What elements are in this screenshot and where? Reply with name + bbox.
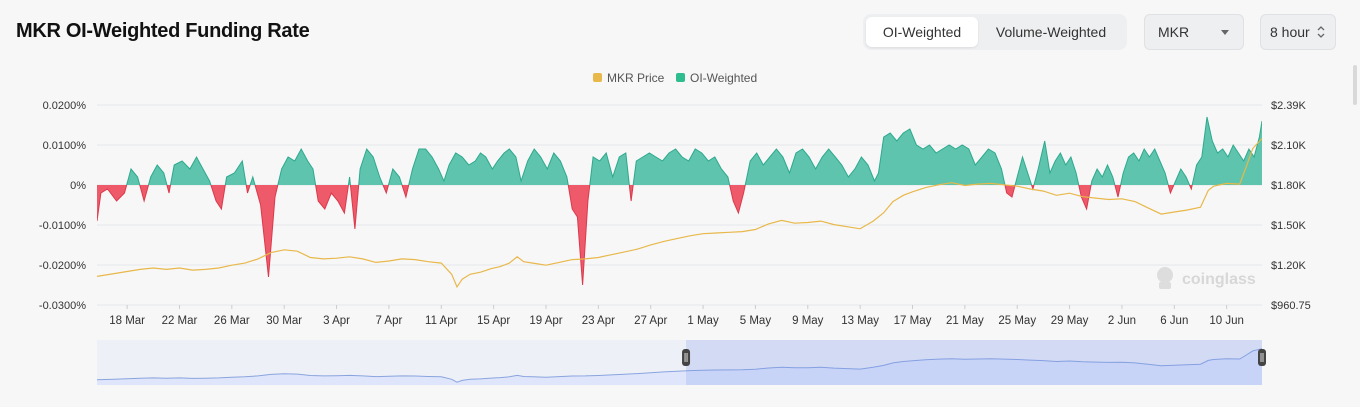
x-tick-label: 26 Mar [214, 315, 250, 327]
x-tick-label: 3 Apr [323, 315, 350, 327]
scrollbar-thumb [1353, 65, 1357, 105]
x-tick-label: 15 Apr [477, 315, 510, 327]
navigator-line [96, 348, 1263, 383]
y-left-tick-label: 0.0100% [43, 140, 87, 152]
x-tick-label: 17 May [894, 315, 932, 327]
y-left-tick-label: 0.0200% [43, 100, 87, 112]
tab-volume-weighted[interactable]: Volume-Weighted [995, 24, 1107, 40]
y-right-tick-label: $2.10K [1271, 140, 1307, 152]
watermark: coinglass [1157, 267, 1256, 289]
y-right-tick-label: $1.80K [1271, 180, 1307, 192]
x-tick-label: 22 Mar [162, 315, 198, 327]
y-left-tick-label: 0% [70, 180, 86, 192]
oi-weighted-positive-area [97, 117, 1262, 185]
y-right-tick-label: $1.50K [1271, 220, 1307, 232]
oi-weighted-positive-edge [126, 116, 1262, 185]
navigator-selected-window [686, 340, 1262, 385]
coin-select[interactable]: MKR [1144, 14, 1244, 50]
x-tick-label: 19 Apr [529, 315, 562, 327]
x-tick-label: 9 May [792, 315, 824, 327]
legend-swatch-price [593, 73, 602, 82]
x-tick-label: 27 Apr [634, 315, 667, 327]
x-tick-label: 7 Apr [375, 315, 402, 327]
x-tick-label: 23 Apr [582, 315, 615, 327]
coin-select-value: MKR [1158, 24, 1190, 40]
navigator-area [97, 348, 1262, 385]
oi-weighted-negative-area [97, 185, 1262, 285]
page-title: MKR OI-Weighted Funding Rate [16, 20, 310, 42]
x-tick-label: 6 Jun [1160, 315, 1188, 327]
legend-label-price: MKR Price [607, 71, 665, 85]
y-right-tick-label: $2.39K [1271, 100, 1307, 112]
navigator-handle-right[interactable] [1258, 349, 1266, 366]
x-tick-label: 5 May [740, 315, 772, 327]
mkr-price-line [96, 138, 1263, 289]
x-tick-label: 11 Apr [425, 315, 458, 327]
y-right-tick-label: $1.20K [1271, 260, 1307, 272]
x-tick-label: 1 May [687, 315, 719, 327]
x-tick-label: 25 May [998, 315, 1036, 327]
y-left-tick-label: -0.0200% [39, 260, 86, 272]
x-tick-label: 21 May [946, 315, 984, 327]
chart-legend: MKR Price OI-Weighted [593, 71, 757, 85]
coinglass-logo-icon [1157, 267, 1173, 283]
weighting-toggle: OI-Weighted Volume-Weighted [863, 14, 1127, 50]
legend-swatch-oi [676, 73, 685, 82]
coinglass-logo-base [1159, 282, 1171, 289]
interval-select[interactable]: 8 hour [1260, 14, 1336, 50]
legend-label-oi: OI-Weighted [690, 71, 757, 85]
range-navigator [96, 340, 1266, 385]
y-right-tick-label: $960.75 [1271, 300, 1311, 312]
y-left-tick-label: -0.0300% [39, 300, 86, 312]
x-tick-label: 29 May [1051, 315, 1089, 327]
x-tick-label: 2 Jun [1108, 315, 1136, 327]
up-down-chevron-icon [1317, 26, 1325, 38]
x-tick-label: 10 Jun [1209, 315, 1244, 327]
tab-oi-weighted[interactable]: OI-Weighted [866, 17, 978, 47]
chevron-down-icon [1221, 30, 1229, 35]
x-tick-label: 30 Mar [266, 315, 302, 327]
y-left-tick-label: -0.0100% [39, 220, 86, 232]
watermark-text: coinglass [1182, 271, 1256, 288]
navigator-handle-left[interactable] [682, 349, 691, 366]
x-tick-label: 18 Mar [109, 315, 145, 327]
x-tick-label: 13 May [841, 315, 879, 327]
interval-select-value: 8 hour [1270, 24, 1310, 40]
